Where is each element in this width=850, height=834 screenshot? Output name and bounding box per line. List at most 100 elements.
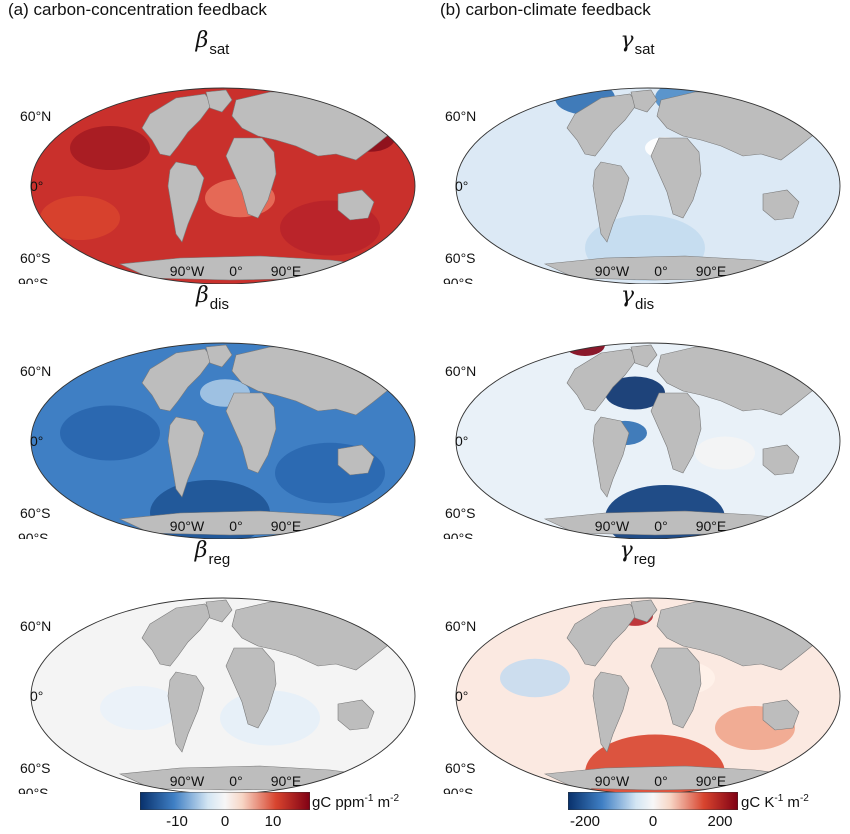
world-map: 60°N 0° 60°S 90°S 90°W 0° 90°E bbox=[18, 342, 416, 539]
map-frame bbox=[455, 342, 841, 539]
land-mass bbox=[630, 344, 658, 368]
latitude-label: 90°S bbox=[18, 785, 49, 794]
panel-title: γsat bbox=[620, 28, 655, 58]
panel-title: βdis bbox=[196, 283, 229, 313]
map-panel-beta-reg: βreg 60°N 0° 60°S 90°S 90°W 0° 90°E bbox=[0, 538, 425, 794]
longitude-label: 90°E bbox=[271, 518, 302, 534]
map-panel-beta-dis: βdis 60°N 0° 60°S 90°S 90°W 0° 90°E bbox=[0, 283, 425, 539]
colorbar-tick: -10 bbox=[166, 813, 188, 830]
colorbar-beta: -10 0 10 gC ppm-1 m-2 bbox=[140, 792, 480, 834]
land-mass bbox=[167, 671, 205, 753]
map-frame bbox=[30, 597, 416, 794]
panel-title: γdis bbox=[620, 283, 655, 313]
latitude-label: 60°N bbox=[20, 618, 51, 634]
longitude-label: 90°E bbox=[696, 773, 727, 789]
latitude-label: 60°N bbox=[445, 363, 476, 379]
latitude-label: 0° bbox=[455, 433, 468, 449]
land-mass bbox=[630, 599, 658, 623]
latitude-label: 90°S bbox=[443, 275, 474, 284]
map-panel-gamma-reg: γreg 60°N 0° 60°S 90°S 90°W 0° 90°E bbox=[425, 538, 850, 794]
land-mass bbox=[141, 603, 213, 667]
field-anomaly bbox=[605, 376, 665, 410]
land-mass bbox=[592, 416, 630, 498]
land-mass bbox=[205, 599, 233, 623]
land-mass bbox=[225, 137, 277, 219]
field-anomaly bbox=[565, 343, 605, 356]
colorbar-tick: 10 bbox=[264, 813, 282, 830]
land-mass bbox=[167, 416, 205, 498]
colorbar-tick: 0 bbox=[220, 813, 230, 830]
field-anomaly bbox=[695, 436, 755, 470]
column-title-a: (a) carbon-concentration feedback bbox=[8, 0, 267, 19]
colorbar-unit: gC ppm-1 m-2 bbox=[312, 793, 400, 811]
land-mass bbox=[225, 647, 277, 729]
land-mass bbox=[141, 348, 213, 412]
land-mass bbox=[141, 93, 213, 157]
latitude-label: 60°N bbox=[20, 108, 51, 124]
map-panel-gamma-dis: γdis 60°N 0° 60°S 90°S 90°W 0° 90°E bbox=[425, 283, 850, 539]
map-frame bbox=[30, 87, 416, 284]
map-panel-gamma-sat: γsat 60°N 0° 60°S 90°S 90°W 0° 90°E bbox=[425, 28, 850, 284]
land-mass bbox=[566, 93, 638, 157]
latitude-label: 60°S bbox=[20, 250, 51, 266]
panel-title: βsat bbox=[195, 28, 230, 58]
world-map: 60°N 0° 60°S 90°S 90°W 0° 90°E bbox=[443, 87, 841, 284]
panel-title: βreg bbox=[194, 538, 231, 568]
column-title-b: (b) carbon-climate feedback bbox=[440, 0, 651, 19]
latitude-label: 90°S bbox=[443, 530, 474, 539]
latitude-label: 60°S bbox=[445, 760, 476, 776]
land-mass bbox=[566, 603, 638, 667]
land-mass bbox=[337, 444, 375, 476]
land-mass bbox=[566, 348, 638, 412]
longitude-label: 0° bbox=[654, 263, 667, 279]
land-mass bbox=[762, 189, 800, 221]
longitude-label: 90°W bbox=[595, 773, 630, 789]
colorbar-gradient bbox=[568, 792, 738, 810]
longitude-label: 90°E bbox=[696, 263, 727, 279]
land-mass bbox=[592, 161, 630, 243]
latitude-label: 60°S bbox=[20, 760, 51, 776]
field-anomaly bbox=[70, 126, 150, 170]
field-anomaly bbox=[500, 658, 570, 698]
latitude-label: 60°S bbox=[445, 250, 476, 266]
longitude-label: 90°W bbox=[170, 773, 205, 789]
longitude-label: 0° bbox=[229, 263, 242, 279]
land-mass bbox=[650, 647, 702, 729]
world-map: 60°N 0° 60°S 90°S 90°W 0° 90°E bbox=[443, 342, 841, 539]
world-map: 60°N 0° 60°S 90°S 90°W 0° 90°E bbox=[18, 597, 416, 794]
land-mass bbox=[205, 344, 233, 368]
land-mass bbox=[225, 392, 277, 474]
latitude-label: 0° bbox=[455, 178, 468, 194]
longitude-label: 0° bbox=[654, 518, 667, 534]
land-mass bbox=[650, 392, 702, 474]
latitude-label: 0° bbox=[30, 688, 43, 704]
land-mass bbox=[650, 137, 702, 219]
world-map: 60°N 0° 60°S 90°S 90°W 0° 90°E bbox=[18, 87, 416, 284]
latitude-label: 0° bbox=[30, 433, 43, 449]
land-mass bbox=[592, 671, 630, 753]
map-panel-beta-sat: βsat 60°N 0° 60°S 90°S 90°W 0° 90°E bbox=[0, 28, 425, 284]
world-map: 60°N 0° 60°S 90°S 90°W 0° 90°E bbox=[443, 597, 841, 794]
latitude-label: 90°S bbox=[443, 785, 474, 794]
longitude-label: 90°E bbox=[271, 263, 302, 279]
land-mass bbox=[167, 161, 205, 243]
longitude-label: 0° bbox=[229, 518, 242, 534]
longitude-label: 90°E bbox=[271, 773, 302, 789]
land-mass bbox=[630, 89, 658, 113]
longitude-label: 90°W bbox=[595, 518, 630, 534]
field-anomaly bbox=[60, 405, 160, 461]
land-mass bbox=[762, 444, 800, 476]
longitude-label: 90°E bbox=[696, 518, 727, 534]
latitude-label: 60°N bbox=[20, 363, 51, 379]
latitude-label: 0° bbox=[455, 688, 468, 704]
land-mass bbox=[205, 89, 233, 113]
colorbar-unit: gC K-1 m-2 bbox=[741, 793, 809, 811]
latitude-label: 0° bbox=[30, 178, 43, 194]
colorbar-tick: -200 bbox=[569, 813, 601, 830]
colorbar-tick: 200 bbox=[707, 813, 733, 830]
panel-title: γreg bbox=[619, 538, 656, 568]
latitude-label: 60°S bbox=[20, 505, 51, 521]
latitude-label: 60°N bbox=[445, 618, 476, 634]
land-mass bbox=[337, 189, 375, 221]
colorbar-gradient bbox=[140, 792, 310, 810]
